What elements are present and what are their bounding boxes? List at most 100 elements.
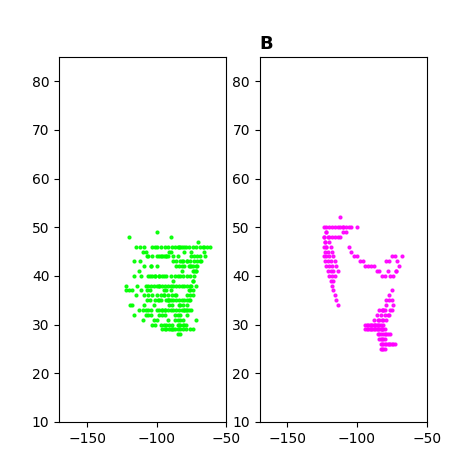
Point [321, 248, 329, 255]
Point [377, 340, 384, 348]
Point [164, 282, 172, 290]
Point [157, 296, 164, 304]
Point [390, 340, 397, 348]
Point [380, 326, 387, 333]
Point [178, 243, 185, 250]
Point [179, 316, 187, 323]
Point [345, 243, 353, 250]
Point [164, 296, 172, 304]
Point [373, 311, 380, 319]
Point [152, 272, 159, 280]
Point [175, 296, 182, 304]
Point [378, 340, 386, 348]
Point [339, 223, 347, 231]
Point [149, 243, 156, 250]
Point [329, 277, 337, 284]
Point [167, 326, 174, 333]
Point [356, 257, 364, 265]
Point [374, 316, 382, 323]
Point [164, 243, 172, 250]
Point [371, 321, 379, 328]
Point [182, 326, 190, 333]
Point [136, 243, 144, 250]
Point [191, 267, 198, 275]
Point [337, 223, 344, 231]
Point [367, 326, 375, 333]
Point [383, 301, 390, 309]
Point [192, 282, 200, 290]
Point [362, 262, 369, 270]
Point [173, 306, 180, 314]
Point [186, 287, 194, 294]
Point [377, 335, 384, 343]
Point [168, 292, 176, 299]
Point [193, 253, 201, 260]
Point [192, 267, 200, 275]
Point [170, 282, 177, 290]
Point [323, 228, 330, 236]
Point [185, 243, 192, 250]
Point [150, 316, 158, 323]
Point [171, 326, 179, 333]
Point [388, 287, 396, 294]
Point [378, 272, 386, 280]
Point [163, 321, 170, 328]
Point [146, 272, 154, 280]
Point [153, 306, 160, 314]
Point [342, 228, 350, 236]
Point [192, 267, 200, 275]
Point [176, 301, 184, 309]
Point [155, 282, 163, 290]
Point [380, 306, 387, 314]
Point [153, 253, 160, 260]
Point [377, 345, 384, 353]
Point [128, 287, 136, 294]
Point [373, 267, 380, 275]
Point [149, 272, 156, 280]
Point [387, 306, 394, 314]
Point [183, 311, 191, 319]
Point [324, 233, 332, 241]
Point [331, 272, 338, 280]
Point [150, 301, 158, 309]
Point [164, 316, 172, 323]
Point [185, 262, 192, 270]
Text: B: B [260, 35, 273, 53]
Point [147, 262, 155, 270]
Point [158, 306, 166, 314]
Point [326, 233, 333, 241]
Point [321, 238, 329, 246]
Point [182, 243, 190, 250]
Point [183, 282, 191, 290]
Point [142, 282, 149, 290]
Point [383, 340, 390, 348]
Point [324, 267, 332, 275]
Point [176, 311, 184, 319]
Point [323, 223, 330, 231]
Point [193, 262, 201, 270]
Point [161, 282, 169, 290]
Point [153, 316, 160, 323]
Point [378, 326, 386, 333]
Point [152, 243, 159, 250]
Point [334, 223, 341, 231]
Point [370, 316, 377, 323]
Point [323, 228, 330, 236]
Point [174, 272, 182, 280]
Point [174, 253, 182, 260]
Point [391, 340, 398, 348]
Point [142, 311, 149, 319]
Point [183, 272, 191, 280]
Point [373, 326, 380, 333]
Point [365, 321, 372, 328]
Point [176, 243, 184, 250]
Point [197, 257, 205, 265]
Point [381, 340, 389, 348]
Point [378, 306, 386, 314]
Point [377, 330, 384, 338]
Point [375, 306, 383, 314]
Point [380, 330, 387, 338]
Point [326, 262, 333, 270]
Point [188, 253, 195, 260]
Point [133, 282, 141, 290]
